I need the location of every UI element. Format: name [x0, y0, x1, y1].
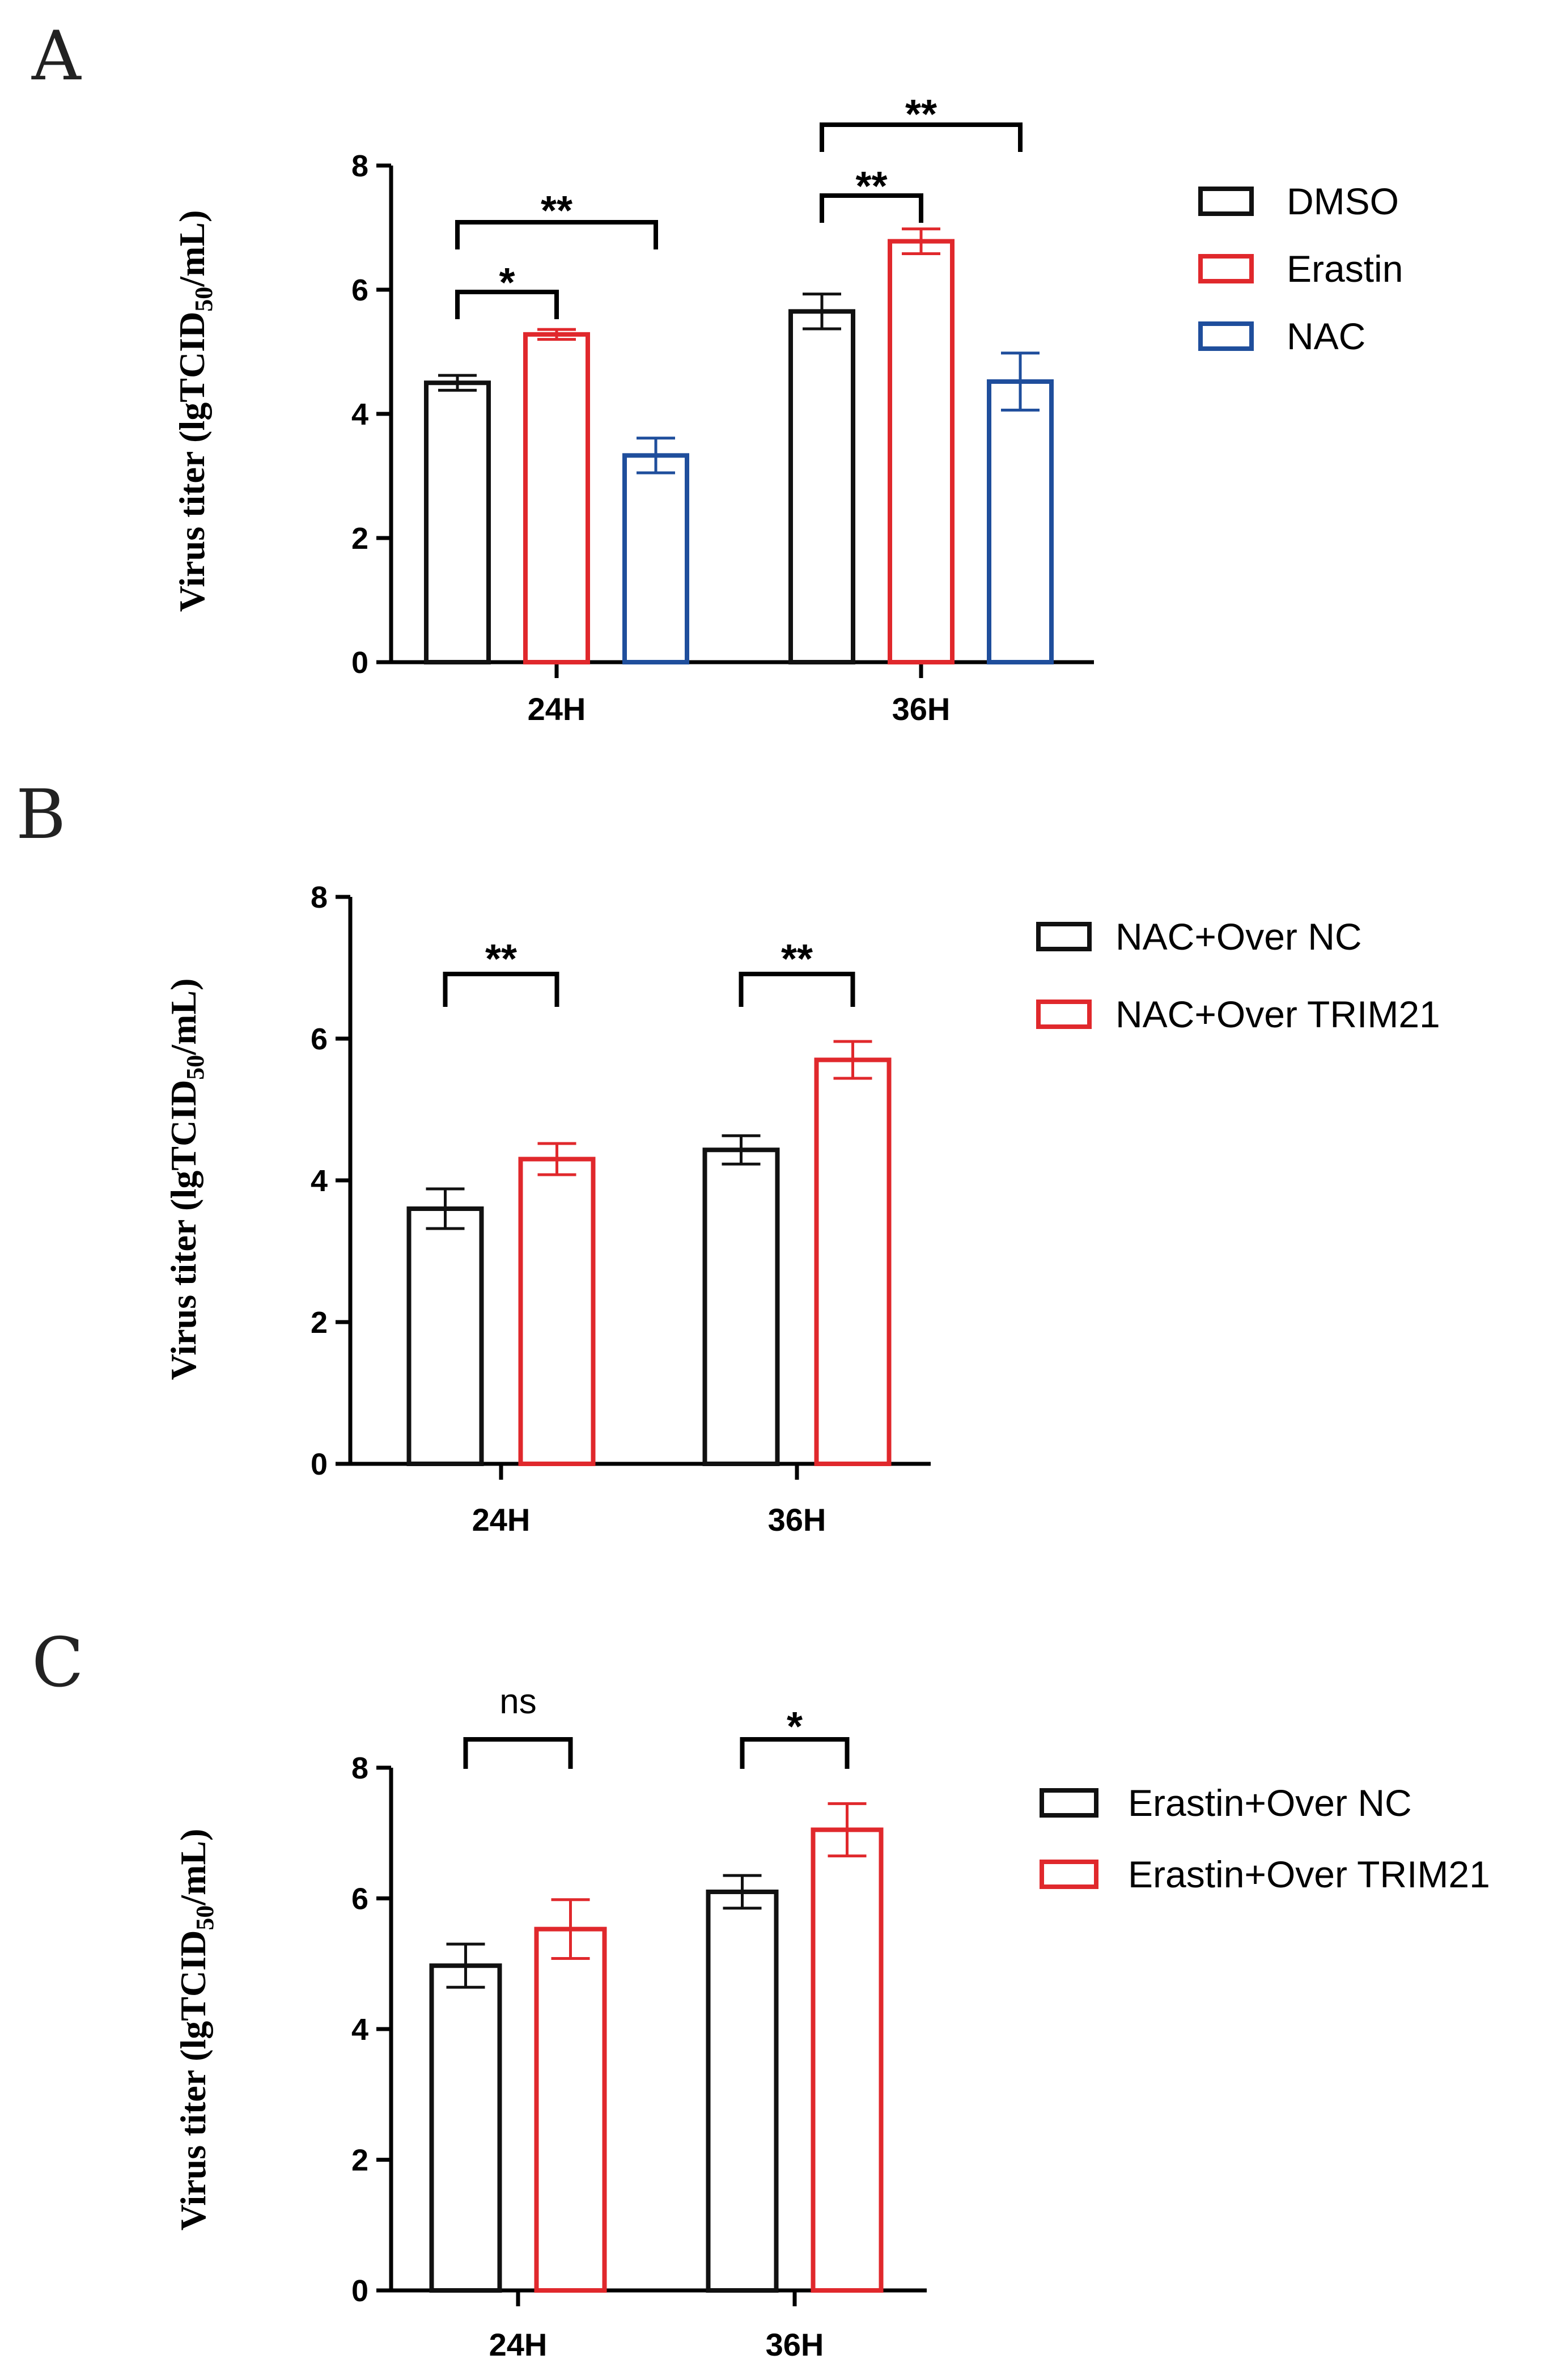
panel-letter: B: [16, 776, 66, 854]
legend-label: Erastin+Over TRIM21: [1128, 1853, 1490, 1895]
significance-bracket: [820, 193, 923, 223]
legend-swatch: [1036, 1000, 1092, 1029]
legend-label: NAC+Over NC: [1115, 916, 1362, 958]
legend-label: Erastin+Over NC: [1128, 1782, 1412, 1824]
bar: [987, 379, 1054, 664]
legend-swatch: [1040, 1860, 1098, 1889]
bar: [534, 1926, 607, 2293]
bar: [888, 239, 955, 664]
y-tick-label: 8: [351, 1751, 368, 1785]
chart-panel-c: C Virus titer (lgTCID50/mL) 0 2 4 6 8 24H 36H ns *…: [32, 1624, 1490, 2362]
bar: [702, 1147, 780, 1466]
significance-bracket: [740, 1737, 850, 1769]
significance-label: **: [855, 164, 887, 209]
legend-swatch: [1040, 1788, 1098, 1818]
y-tick-label: 2: [351, 522, 368, 556]
y-tick-label: 2: [311, 1306, 328, 1340]
bar: [811, 1827, 884, 2293]
y-tick-label: 0: [351, 646, 368, 680]
bar: [814, 1057, 892, 1466]
bar: [788, 309, 855, 664]
y-axis-label: Virus titer (lgTCID50/mL): [172, 210, 218, 612]
bar: [424, 380, 491, 664]
panel-letter: A: [31, 17, 82, 96]
y-tick-label: 4: [351, 397, 368, 431]
significance-bracket: [455, 220, 658, 249]
x-tick-label: 24H: [472, 1502, 531, 1538]
significance-label: ns: [499, 1682, 536, 1721]
legend-swatch: [1198, 187, 1254, 216]
y-tick-label: 8: [351, 149, 368, 183]
bar: [523, 332, 590, 664]
y-axis-label: Virus titer (lgTCID50/mL): [173, 1829, 219, 2231]
y-tick-label: 8: [311, 880, 328, 914]
legend-label: NAC+Over TRIM21: [1115, 993, 1440, 1035]
y-tick-label: 4: [311, 1164, 328, 1198]
legend-label: Erastin: [1287, 248, 1403, 290]
y-tick-label: 0: [311, 1447, 328, 1481]
significance-label: **: [541, 188, 572, 234]
x-tick-label: 24H: [528, 691, 586, 727]
y-axis-label: Virus titer (lgTCID50/mL): [163, 979, 209, 1380]
legend-swatch: [1036, 922, 1092, 951]
legend-label: NAC: [1287, 315, 1365, 357]
y-tick-label: 2: [351, 2144, 368, 2178]
significance-label: **: [905, 92, 937, 137]
y-tick-label: 6: [311, 1022, 328, 1056]
bar: [406, 1206, 484, 1466]
significance-label: **: [781, 937, 813, 982]
chart-panel-b: B Virus titer (lgTCID50/mL) 0 2 4 6 8 24H 36H ** *…: [16, 776, 1440, 1538]
significance-bracket: [463, 1737, 573, 1769]
significance-label: *: [499, 260, 515, 306]
x-tick-label: 36H: [892, 691, 951, 727]
bar: [429, 1963, 502, 2293]
y-tick-label: 6: [351, 273, 368, 307]
significance-bracket: [443, 972, 559, 1007]
y-tick-label: 0: [351, 2274, 368, 2308]
legend-swatch: [1198, 254, 1254, 283]
significance-bracket: [820, 122, 1023, 152]
significance-bracket: [739, 972, 855, 1007]
y-tick-label: 6: [351, 1882, 368, 1916]
x-tick-label: 36H: [766, 2327, 824, 2362]
significance-bracket: [455, 290, 559, 319]
bar: [518, 1157, 596, 1466]
bar: [622, 453, 689, 664]
x-tick-label: 36H: [768, 1502, 826, 1538]
significance-label: *: [787, 1704, 803, 1750]
bar: [706, 1889, 779, 2293]
significance-label: **: [485, 937, 517, 982]
legend-swatch: [1198, 321, 1254, 351]
panel-letter: C: [32, 1624, 84, 1703]
y-tick-label: 4: [351, 2013, 368, 2047]
x-tick-label: 24H: [489, 2327, 548, 2362]
legend-label: DMSO: [1287, 180, 1399, 222]
